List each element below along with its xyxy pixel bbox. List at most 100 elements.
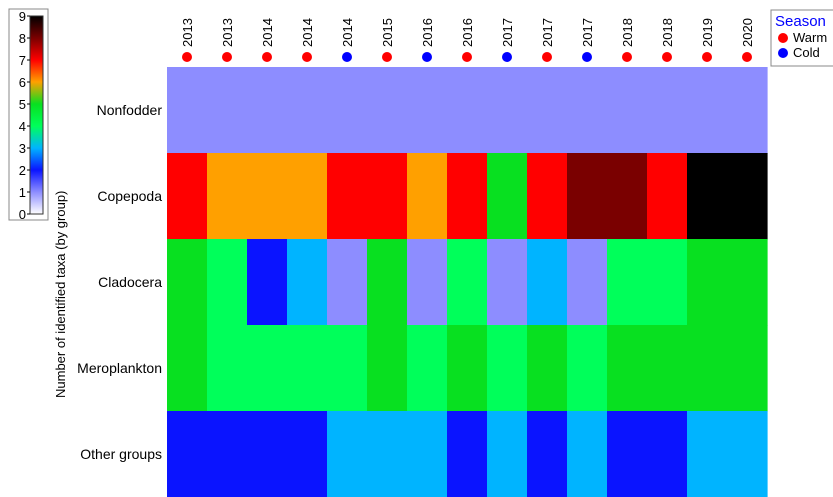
column-year-label: 2019 (700, 18, 715, 47)
heatmap-cell (687, 153, 728, 240)
heatmap-cell (687, 67, 728, 154)
legend-dot (778, 48, 788, 58)
colorbar: 0 1 2 3 4 5 6 7 8 9 Number of identified taxa (by … (8, 8, 68, 398)
season-dot (222, 52, 232, 62)
heatmap-cell (327, 239, 368, 326)
column-year-label: 2017 (580, 18, 595, 47)
heatmap-cell (567, 325, 608, 412)
column-year-label: 2015 (380, 18, 395, 47)
season-dot (182, 52, 192, 62)
heatmap-cell (447, 325, 488, 412)
heatmap-cell (287, 325, 328, 412)
heatmap-cell (167, 67, 208, 154)
heatmap-cell (247, 239, 288, 326)
heatmap-cell (327, 325, 368, 412)
heatmap-cell (567, 153, 608, 240)
row-labels: Nonfodder Copepoda Cladocera Meroplankton Ot… (77, 102, 162, 462)
heatmap-cell (647, 67, 688, 154)
heatmap-cell (207, 411, 248, 497)
heatmap-cell (647, 325, 688, 412)
colorbar-bar (29, 15, 44, 215)
heatmap-cell (207, 153, 248, 240)
heatmap-cell (487, 325, 528, 412)
colorbar-tick-label: 2 (19, 163, 26, 178)
legend-dot (778, 33, 788, 43)
heatmap-cell (727, 67, 768, 154)
heatmap-cell (527, 411, 568, 497)
colorbar-tick-label: 3 (19, 141, 26, 156)
heatmap-cell (367, 239, 408, 326)
heatmap-cell (727, 411, 768, 497)
heatmap-cell (727, 239, 768, 326)
row-label: Copepoda (97, 188, 162, 204)
heatmap-cell (167, 153, 208, 240)
heatmap-cell (487, 239, 528, 326)
heatmap-cell (487, 153, 528, 240)
colorbar-tick-label: 8 (19, 31, 26, 46)
season-markers (182, 52, 752, 62)
heatmap-cell (407, 67, 448, 154)
season-dot (502, 52, 512, 62)
heatmap-cell (407, 411, 448, 497)
column-year-label: 2014 (340, 18, 355, 47)
heatmap-cell (607, 239, 648, 326)
heatmap-cells (167, 67, 768, 497)
column-year-label: 2013 (220, 18, 235, 47)
heatmap-cell (247, 325, 288, 412)
heatmap-cell (607, 411, 648, 497)
heatmap-cell (567, 239, 608, 326)
legend-label: Warm (793, 30, 827, 45)
column-year-label: 2017 (540, 18, 555, 47)
row-label: Meroplankton (77, 360, 162, 376)
heatmap-cell (687, 411, 728, 497)
column-year-label: 2018 (620, 18, 635, 47)
season-dot (662, 52, 672, 62)
heatmap-cell (527, 325, 568, 412)
colorbar-tick-label: 1 (19, 185, 26, 200)
heatmap-cell (607, 325, 648, 412)
column-year-label: 2013 (180, 18, 195, 47)
row-label: Cladocera (98, 274, 162, 290)
heatmap-cell (407, 325, 448, 412)
heatmap-cell (287, 153, 328, 240)
colorbar-tick-label: 6 (19, 75, 26, 90)
colorbar-frame (8, 8, 49, 221)
heatmap-cell (367, 67, 408, 154)
season-dot (542, 52, 552, 62)
heatmap-cell (447, 411, 488, 497)
season-dot (422, 52, 432, 62)
colorbar-tick-label: 0 (19, 207, 26, 222)
season-dot (262, 52, 272, 62)
colorbar-tick-label: 5 (19, 97, 26, 112)
heatmap-cell (327, 411, 368, 497)
colorbar-tick-label: 4 (19, 119, 26, 134)
row-label: Other groups (80, 446, 162, 462)
heatmap-cell (487, 67, 528, 154)
heatmap-cell (327, 67, 368, 154)
season-dot (342, 52, 352, 62)
heatmap-cell (367, 411, 408, 497)
season-dot (622, 52, 632, 62)
heatmap-cell (407, 153, 448, 240)
heatmap-cell (287, 411, 328, 497)
column-year-label: 2016 (460, 18, 475, 47)
row-label: Nonfodder (97, 102, 163, 118)
heatmap-cell (527, 67, 568, 154)
heatmap-cell (407, 239, 448, 326)
heatmap-cell (207, 325, 248, 412)
heatmap-cell (207, 67, 248, 154)
legend-title: Season (775, 13, 826, 30)
heatmap-cell (607, 67, 648, 154)
heatmap-cell (247, 153, 288, 240)
heatmap-cell (327, 153, 368, 240)
heatmap-cell (727, 153, 768, 240)
heatmap-cell (527, 239, 568, 326)
column-year-label: 2020 (740, 18, 755, 47)
heatmap-cell (367, 153, 408, 240)
heatmap-cell (687, 325, 728, 412)
heatmap-cell (247, 411, 288, 497)
heatmap-cell (167, 239, 208, 326)
season-dot (382, 52, 392, 62)
heatmap-cell (287, 67, 328, 154)
